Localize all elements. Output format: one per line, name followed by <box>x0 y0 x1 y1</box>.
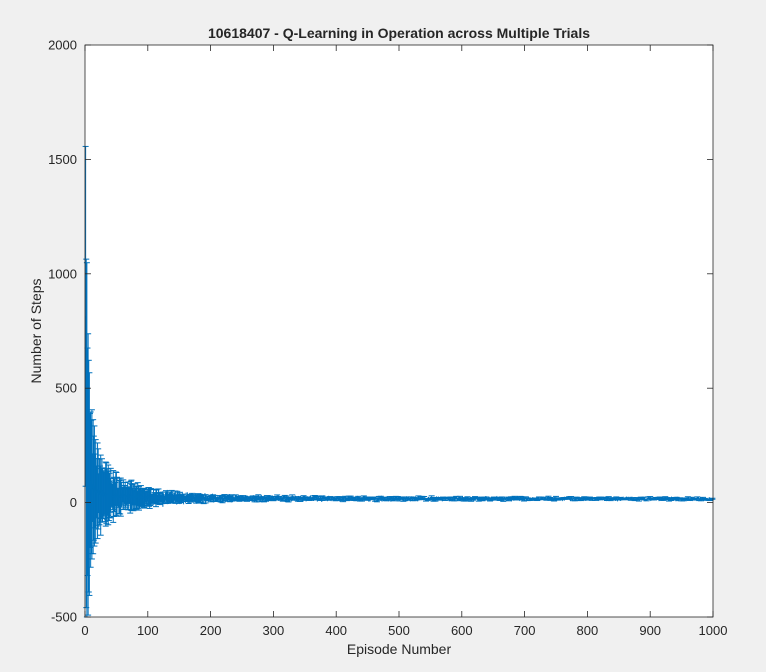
x-axis-ticks: 0 100 200 300 400 500 600 700 800 900 1000 <box>81 45 727 638</box>
x-tick-label: 300 <box>263 623 285 638</box>
x-tick-label: 900 <box>639 623 661 638</box>
y-tick-label: -500 <box>51 610 77 625</box>
x-tick-label: 800 <box>577 623 599 638</box>
x-tick-label: 400 <box>325 623 347 638</box>
y-tick-label: 500 <box>55 381 77 396</box>
x-tick-label: 500 <box>388 623 410 638</box>
chart-title: 10618407 - Q-Learning in Operation acros… <box>208 25 590 41</box>
y-tick-label: 1500 <box>48 152 77 167</box>
mean-line <box>85 316 714 502</box>
x-tick-label: 200 <box>200 623 222 638</box>
y-axis-label: Number of Steps <box>28 278 44 383</box>
x-tick-label: 700 <box>514 623 536 638</box>
x-tick-label: 600 <box>451 623 473 638</box>
errorbar-series <box>82 145 716 618</box>
y-axis-ticks: -500 0 500 1000 1500 2000 <box>48 38 713 625</box>
x-axis-label: Episode Number <box>347 641 452 657</box>
y-tick-label: 0 <box>70 495 77 510</box>
x-tick-label: 100 <box>137 623 159 638</box>
x-tick-label: 0 <box>81 623 88 638</box>
axes-area <box>85 45 713 617</box>
y-tick-label: 2000 <box>48 38 77 53</box>
x-tick-label: 1000 <box>699 623 728 638</box>
y-tick-label: 1000 <box>48 266 77 281</box>
